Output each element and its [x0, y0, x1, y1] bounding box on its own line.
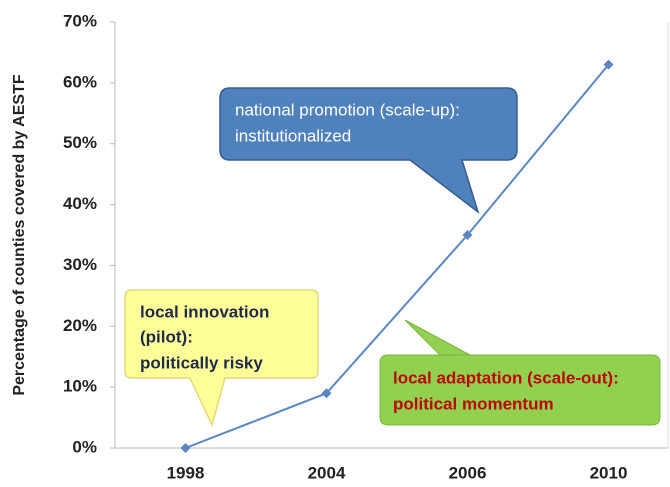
- marker: [321, 388, 332, 399]
- annotation-line: institutionalized: [235, 126, 351, 145]
- annotation-line: politically risky: [140, 353, 263, 372]
- y-tick-label: 0%: [72, 437, 97, 456]
- callout-yellow: [124, 289, 319, 428]
- x-tick-label: 1998: [167, 463, 205, 482]
- annotation-line: (pilot):: [140, 327, 193, 346]
- annotation-line: national promotion (scale-up):: [235, 100, 460, 119]
- annotation-line: local innovation: [140, 302, 269, 321]
- line: [185, 63, 610, 449]
- y-tick-label: 70%: [63, 11, 97, 30]
- y-tick-label: 20%: [63, 316, 97, 335]
- marker: [603, 59, 614, 70]
- y-tick-label: 50%: [63, 133, 97, 152]
- y-tick-label: 40%: [63, 194, 97, 213]
- x-tick-label: 2006: [449, 463, 487, 482]
- x-tick-label: 2004: [308, 463, 346, 482]
- y-tick-label: 60%: [63, 72, 97, 91]
- y-tick-label: 30%: [63, 255, 97, 274]
- y-axis-label: Percentage of counties covered by AESTF: [11, 74, 28, 396]
- callout-blue: [219, 87, 518, 215]
- marker: [462, 230, 473, 240]
- annotation-line: local adaptation (scale-out):: [393, 368, 619, 387]
- y-tick-label: 10%: [63, 377, 97, 396]
- x-tick-label: 2010: [590, 463, 628, 482]
- plot: 0% 10% 20% 30% 40% 50% 60% 70% 1998 2004 2006 2010: [63, 11, 627, 482]
- annotation-line: political momentum: [393, 394, 554, 413]
- marker: [180, 443, 191, 453]
- callout-green: [379, 319, 661, 426]
